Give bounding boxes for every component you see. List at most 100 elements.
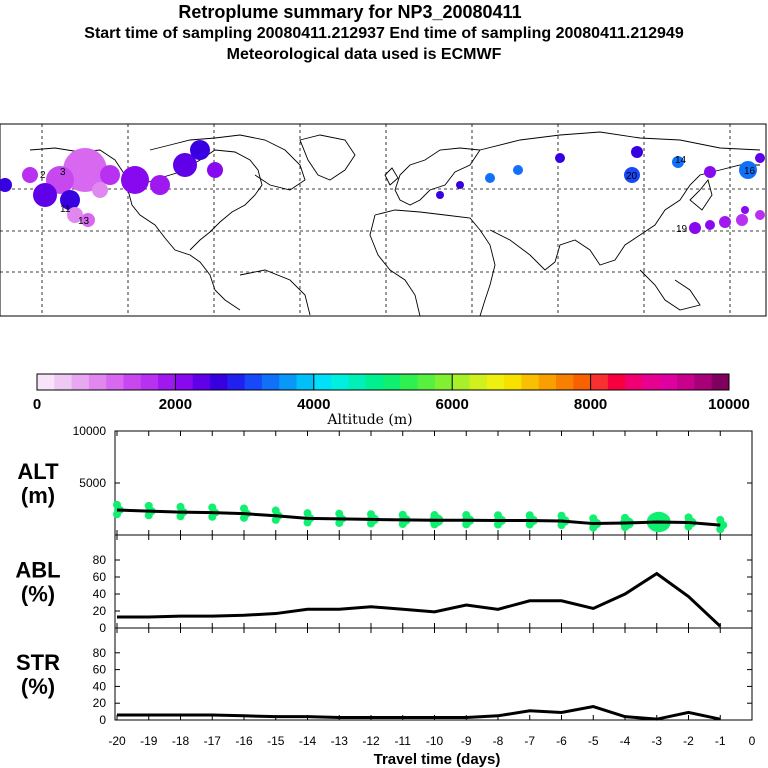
- plume-marker: [624, 167, 640, 183]
- greenland-coast: [299, 134, 356, 181]
- alt-point: [462, 520, 471, 529]
- x-tick-label: -8: [493, 734, 504, 748]
- x-tick-label: -1: [715, 734, 726, 748]
- panel-unit: (%): [21, 582, 55, 607]
- colorbar-cell: [71, 374, 90, 390]
- x-tick-label: -3: [651, 734, 662, 748]
- colorbar-cell: [694, 374, 713, 390]
- map-label: 3: [60, 167, 66, 178]
- colorbar-cell: [573, 374, 592, 390]
- colorbar-cell: [434, 374, 453, 390]
- plume-marker: [207, 162, 223, 178]
- colorbar-tick-label: 0: [33, 396, 41, 413]
- plume-marker: [555, 153, 565, 163]
- plume-marker: [631, 146, 643, 158]
- alt-point: [716, 525, 725, 534]
- alt-point: [398, 520, 407, 529]
- colorbar-cell: [486, 374, 505, 390]
- plume-marker: [22, 167, 38, 183]
- panel-abl: 80 60 40 20 0 ABL(%): [15, 534, 753, 635]
- y-tick-label: 40: [93, 679, 107, 693]
- colorbar-cell: [140, 374, 159, 390]
- colorbar-cell: [659, 374, 678, 390]
- map-panel: 20 14 16 19 2 3 11 13: [0, 123, 767, 317]
- plume-marker: [33, 183, 57, 207]
- map-label: 2: [40, 170, 46, 181]
- alt-point: [303, 518, 312, 527]
- x-tick-label: 0: [749, 734, 756, 748]
- africa-coast: [369, 209, 496, 317]
- alt-point: [430, 520, 439, 529]
- colorbar-tick-label: 10000: [708, 396, 750, 413]
- sampling-time-text: Start time of sampling 20080411.212937 E…: [84, 25, 684, 42]
- colorbar-cell: [625, 374, 643, 390]
- x-tick-label: -5: [588, 734, 599, 748]
- colorbar-cell: [417, 374, 436, 390]
- y-tick-label: 5000: [79, 476, 106, 490]
- alt-point: [271, 515, 280, 524]
- colorbar-cell: [210, 374, 228, 390]
- panel-label: ABL: [15, 558, 60, 583]
- plume-marker: [63, 148, 107, 192]
- panel-alt: 10000 5000 ALT(m): [17, 424, 753, 536]
- plume-marker: [0, 178, 12, 192]
- colorbar-cell: [227, 374, 246, 390]
- colorbar-cell: [538, 374, 557, 390]
- alt-point: [494, 520, 502, 529]
- y-tick-label: 20: [93, 604, 107, 618]
- alt-point: [652, 522, 661, 531]
- colorbar-cell: [331, 374, 349, 390]
- plume-marker: [100, 165, 120, 185]
- y-tick-label: 80: [93, 553, 107, 567]
- panel-unit: (%): [21, 674, 55, 699]
- colorbar-cell: [677, 374, 695, 390]
- alt-point: [240, 513, 248, 522]
- panel-str: 80 60 40 20 0 STR(%): [16, 627, 753, 727]
- map-label: 13: [78, 216, 90, 227]
- plume-marker: [739, 161, 757, 179]
- alt-point: [525, 520, 534, 529]
- x-tick-label: -2: [683, 734, 694, 748]
- colorbar-cell: [469, 374, 488, 390]
- plume-markers: [0, 140, 765, 234]
- y-tick-label: 10000: [73, 424, 107, 438]
- alt-point: [113, 510, 121, 519]
- x-tick-label: -17: [204, 734, 222, 748]
- colorbar-ticks: 0 2000 4000 6000 8000 10000: [33, 374, 750, 413]
- colorbar-cell: [711, 374, 730, 390]
- colorbar-cells: [37, 374, 730, 390]
- colorbar-cell: [313, 374, 332, 390]
- colorbar-cell: [400, 374, 419, 390]
- plume-marker: [689, 222, 701, 234]
- colorbar-cell: [37, 374, 55, 390]
- alt-point: [144, 511, 153, 520]
- x-tick-label: -18: [172, 734, 190, 748]
- plume-marker: [173, 153, 197, 177]
- colorbar-cell: [296, 374, 315, 390]
- x-axis-label: Travel time (days): [374, 751, 501, 768]
- map-label: 14: [675, 155, 687, 166]
- colorbar-cell: [365, 374, 384, 390]
- plume-marker: [705, 220, 715, 230]
- plume-marker: [513, 165, 523, 175]
- colorbar-cell: [504, 374, 522, 390]
- chart-title: Retroplume summary for NP3_20080411: [178, 2, 522, 22]
- plume-marker: [81, 213, 95, 227]
- plume-marker: [736, 214, 748, 226]
- colorbar-title: Altitude (m): [326, 412, 412, 428]
- plume-marker: [60, 190, 80, 210]
- colorbar-cell: [521, 374, 540, 390]
- plume-marker: [485, 173, 495, 183]
- panel-frame: [114, 534, 753, 629]
- colorbar-cell: [279, 374, 297, 390]
- y-tick-label: 60: [93, 663, 107, 677]
- colorbar-cell: [192, 374, 211, 390]
- alt-point: [684, 522, 693, 531]
- y-tick-label: 20: [93, 696, 107, 710]
- colorbar-cell: [452, 374, 470, 390]
- plume-marker: [672, 156, 684, 168]
- y-tick-label: 0: [99, 713, 106, 727]
- map-frame: [0, 123, 767, 317]
- x-tick-label: -6: [556, 734, 567, 748]
